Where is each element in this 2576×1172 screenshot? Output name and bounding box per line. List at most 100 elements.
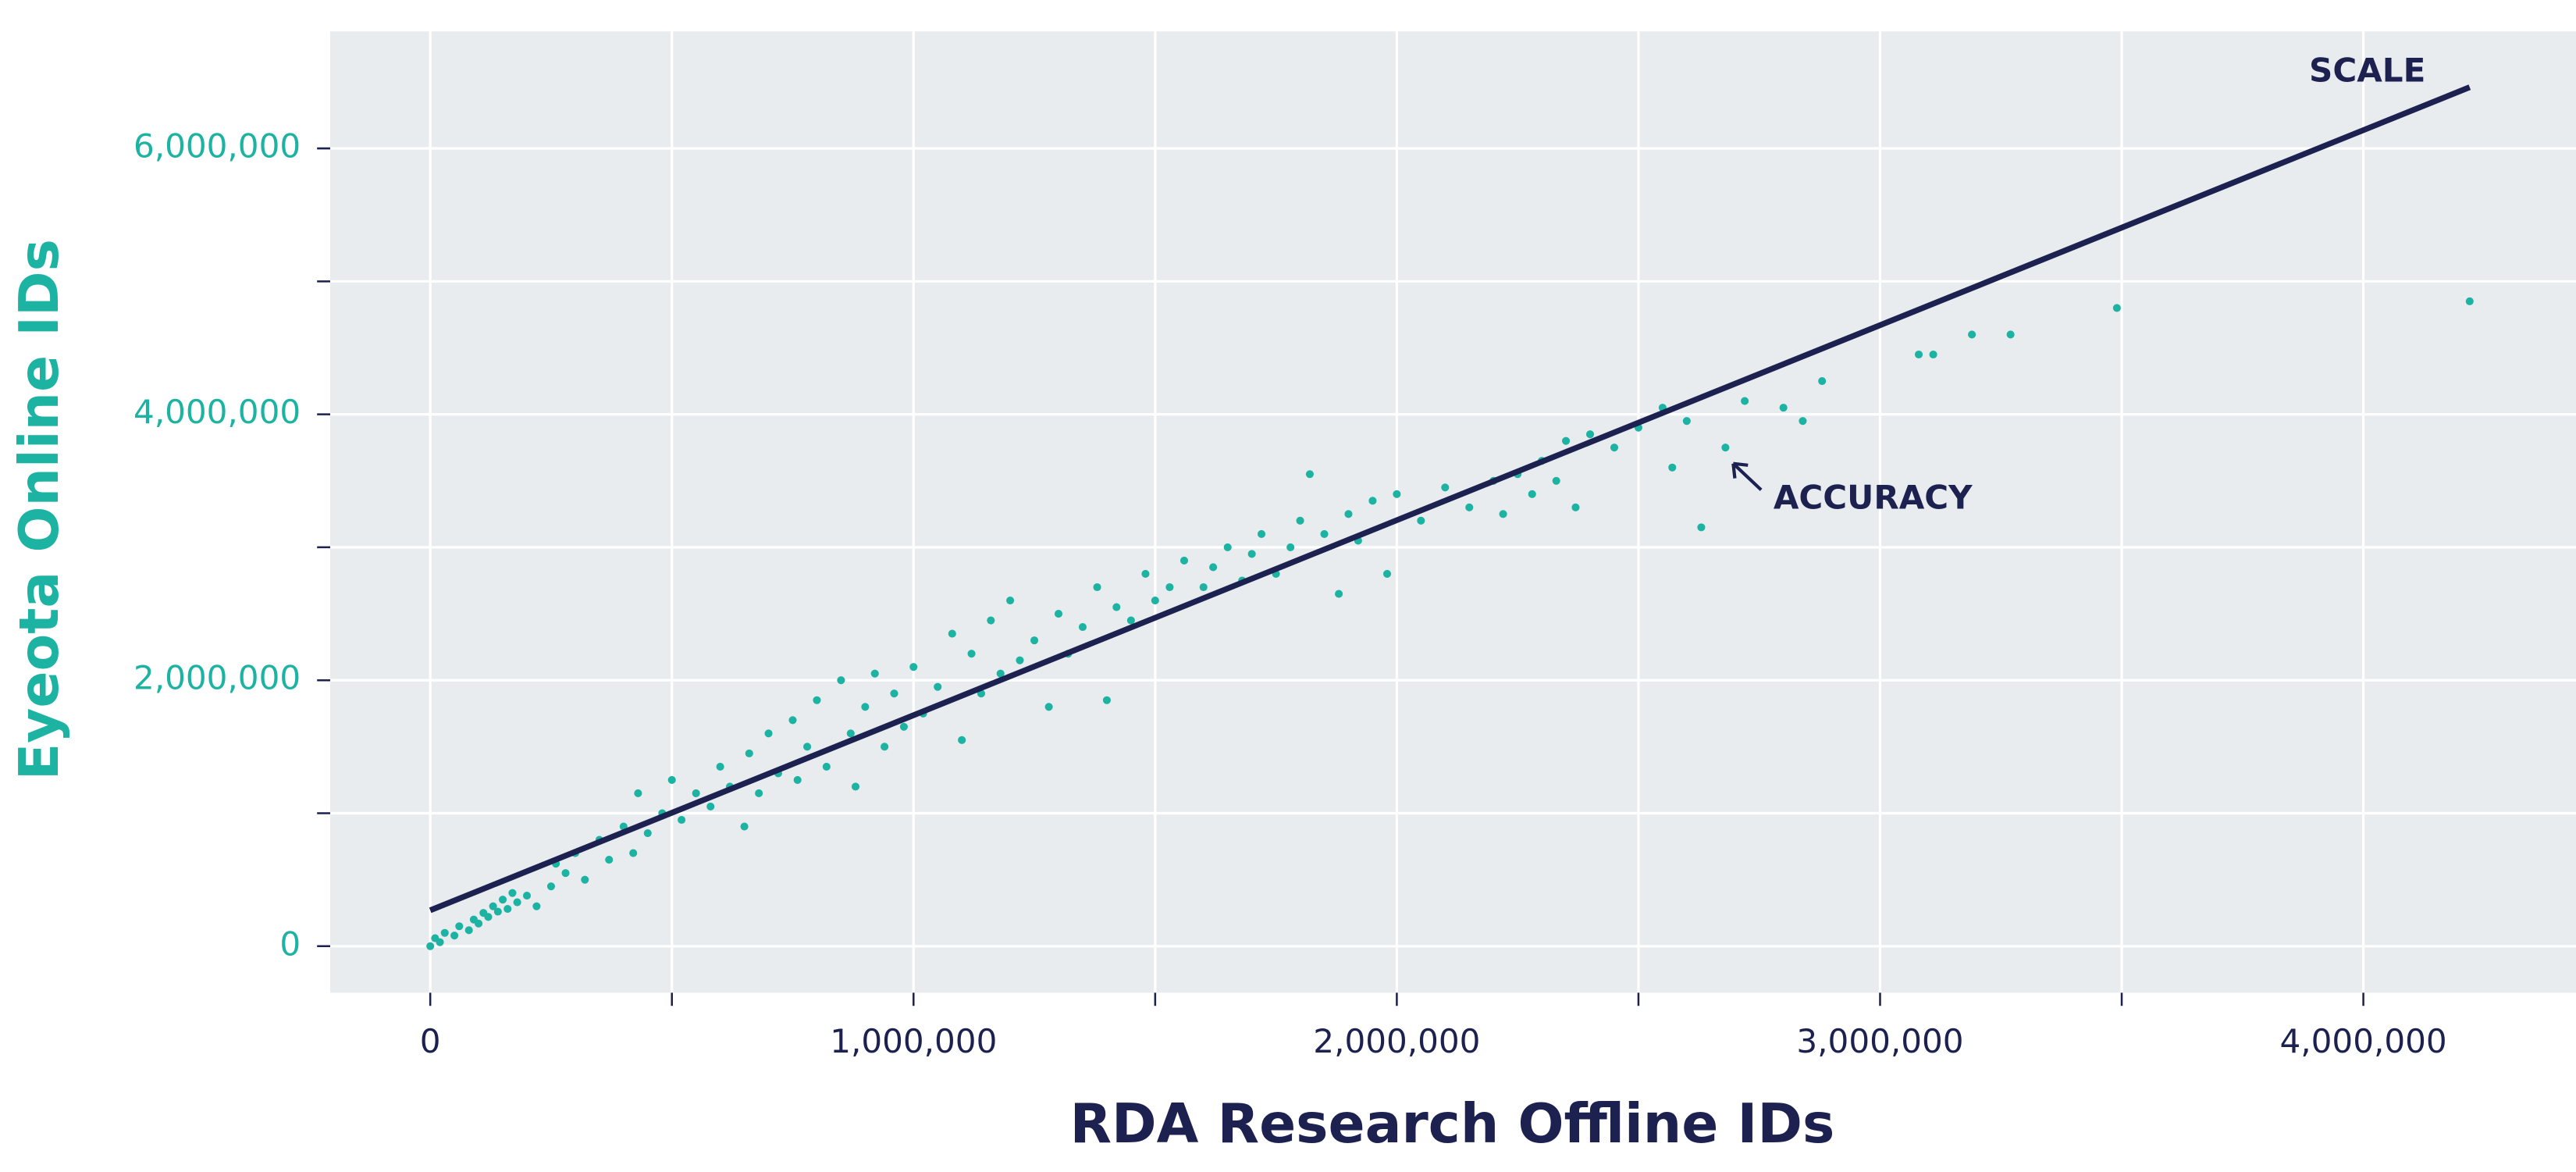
scatter-point xyxy=(1382,569,1392,579)
annotation-scale: SCALE xyxy=(2309,51,2425,89)
scatter-point xyxy=(1151,596,1159,605)
scatter-point xyxy=(851,782,860,791)
scatter-point xyxy=(1779,404,1788,412)
scatter-point xyxy=(1305,470,1314,479)
scatter-point xyxy=(1465,503,1474,511)
scatter-point xyxy=(436,938,444,946)
scatter-point xyxy=(546,882,556,891)
scatter-point xyxy=(1141,569,1150,579)
x-tick-label: 1,000,000 xyxy=(830,1022,997,1060)
scatter-point xyxy=(1552,476,1560,485)
scatter-point xyxy=(643,828,652,838)
scatter-point xyxy=(1296,516,1304,525)
scatter-point xyxy=(706,802,715,811)
scatter-point xyxy=(2006,330,2015,339)
scatter-point xyxy=(1610,444,1619,452)
scatter-point xyxy=(605,856,614,864)
scatter-point xyxy=(1199,582,1208,592)
scatter-point xyxy=(1223,543,1232,551)
y-tick-label: 2,000,000 xyxy=(133,659,301,697)
scatter-point xyxy=(1016,656,1024,664)
scatter-point xyxy=(1126,616,1135,625)
scatter-point xyxy=(629,849,638,857)
x-tick-label: 0 xyxy=(420,1022,441,1060)
scatter-point xyxy=(522,892,532,900)
scatter-point xyxy=(1286,543,1295,551)
scatter-point xyxy=(793,775,802,784)
scatter-point xyxy=(1112,603,1121,611)
scatter-point xyxy=(475,919,483,928)
labels: 0 1,000,000 2,000,000 3,000,000 4,000,000 0 2,… xyxy=(133,51,2447,1060)
scatter-point xyxy=(493,907,502,916)
scatter-point xyxy=(1209,563,1218,572)
scatter-point xyxy=(426,942,435,950)
scatter-point xyxy=(1799,417,1807,426)
scatter-point xyxy=(484,913,493,921)
x-tick-label: 3,000,000 xyxy=(1796,1022,1963,1060)
scatter-point xyxy=(803,743,812,751)
scatter-point xyxy=(1054,610,1063,618)
scatter-point xyxy=(1368,497,1377,505)
scatter-point xyxy=(870,669,879,678)
scatter-point xyxy=(1818,377,1827,386)
scatter-point xyxy=(561,869,570,878)
grid xyxy=(317,31,2576,1006)
scatter-point xyxy=(450,932,459,940)
scatter-point xyxy=(1393,490,1401,498)
scatter-point xyxy=(890,689,898,698)
scatter-point xyxy=(899,722,908,731)
scatter-point xyxy=(634,789,642,798)
scatter-point xyxy=(1682,417,1691,426)
scatter-point xyxy=(788,716,797,725)
scatter-point xyxy=(1499,510,1507,518)
scatter-point xyxy=(1914,350,1923,359)
scatter-point xyxy=(1006,596,1015,605)
scatter-point xyxy=(1441,483,1450,492)
marks xyxy=(426,84,2474,950)
scatter-point xyxy=(987,616,995,625)
scatter-point xyxy=(1335,590,1343,598)
scatter-point xyxy=(1165,582,1174,592)
scatter-point xyxy=(1179,556,1189,565)
annotation-arrow xyxy=(1731,461,1763,491)
scatter-point xyxy=(1585,430,1595,439)
scatter-point xyxy=(1078,623,1087,632)
scatter-point xyxy=(881,743,889,751)
trend-line xyxy=(429,84,2471,914)
scatter-point xyxy=(813,696,821,704)
scatter-point xyxy=(1344,510,1353,518)
scatter-point xyxy=(2465,297,2474,305)
scatter-point xyxy=(692,789,700,798)
scatter-point xyxy=(1721,444,1730,452)
scatter-point xyxy=(745,749,753,757)
scatter-point xyxy=(498,896,507,904)
scatter-point xyxy=(1528,490,1536,498)
scatter-point xyxy=(1102,696,1111,704)
scatter-point xyxy=(1668,463,1677,472)
scatter-point xyxy=(1562,436,1571,445)
scatter-point xyxy=(1257,529,1266,538)
scatter-point xyxy=(1697,523,1706,532)
scatter-point xyxy=(1741,397,1749,405)
scatter-point xyxy=(678,815,686,825)
scatter-point xyxy=(740,822,749,831)
x-axis-label: RDA Research Offline IDs xyxy=(1070,1093,1835,1156)
scatter-point xyxy=(1968,330,1976,339)
scatter-point xyxy=(996,669,1005,678)
scatter-point xyxy=(1030,636,1039,645)
y-tick-label: 4,000,000 xyxy=(133,393,301,431)
scatter-point xyxy=(581,875,589,884)
y-tick-label: 6,000,000 xyxy=(133,127,301,166)
scatter-point xyxy=(764,729,773,738)
plot-area xyxy=(330,31,2576,993)
scatter-point xyxy=(716,762,724,771)
scatter-point xyxy=(861,703,870,711)
scatter-point xyxy=(1320,529,1329,538)
y-tick-label: 0 xyxy=(279,924,301,963)
scatter-point xyxy=(967,650,976,658)
scatter-point xyxy=(837,676,845,685)
x-tick-label: 2,000,000 xyxy=(1313,1022,1480,1060)
scatter-point xyxy=(1247,550,1256,558)
scatter-point xyxy=(513,898,521,907)
scatter-point xyxy=(934,682,942,691)
